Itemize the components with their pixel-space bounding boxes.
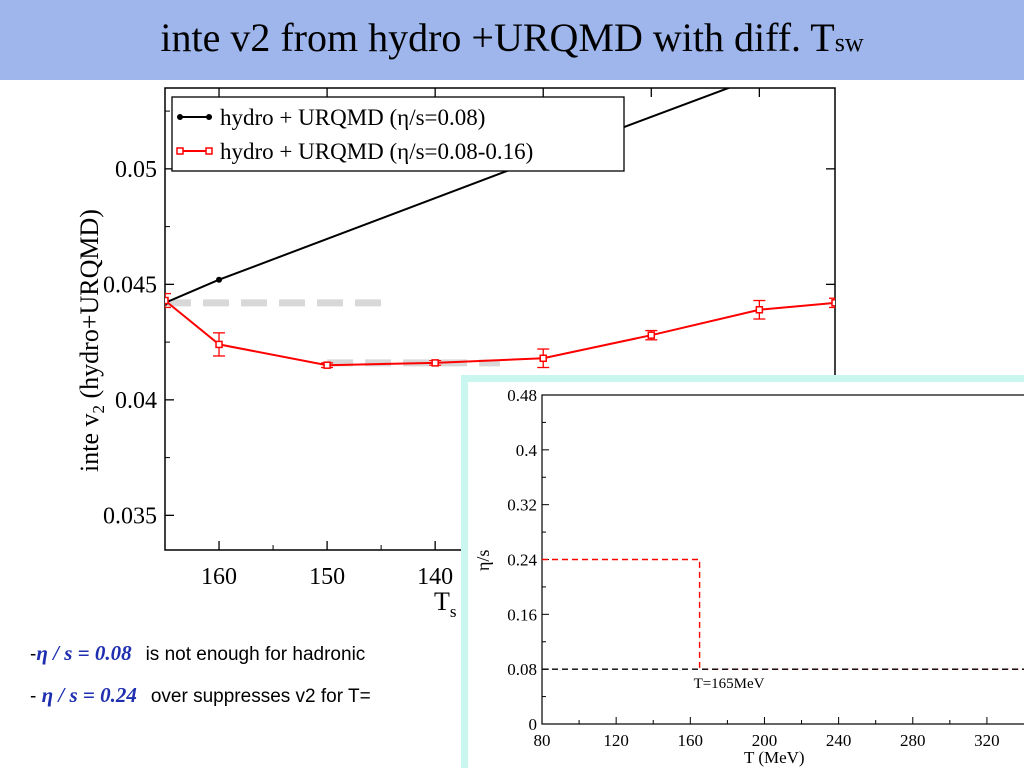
inset-x-tick-label: 160 (678, 731, 704, 750)
bullet-2-text: over suppresses v2 for T= (150, 686, 371, 707)
legend-box (171, 96, 625, 172)
legend-label: hydro + URQMD (η/s=0.08) (220, 105, 485, 130)
bullet-1-equation: η / s = 0.08 (36, 641, 132, 665)
legend-marker (177, 114, 183, 120)
data-point (647, 331, 656, 339)
inset-y-tick-label: 0.4 (516, 441, 538, 460)
data-point (539, 354, 547, 363)
inset-x-tick-label: 240 (826, 731, 852, 750)
inset-y-tick-label: 0.48 (507, 386, 537, 405)
inset-x-tick-label: 320 (974, 731, 1000, 750)
title-bar (0, 0, 1024, 80)
inset-annotation: T=165MeV (694, 676, 765, 692)
data-point (215, 340, 223, 349)
slide-title: inte v2 from hydro +URQMD with diff. Tsw (0, 14, 1024, 61)
bullet-1-text: is not enough for hadronic (145, 644, 366, 665)
data-point (832, 62, 838, 68)
inset-x-tick-label: 280 (900, 731, 926, 750)
inset-chart-frame: 0 0.08 0.16 0.24 0.32 0.4 0.48 80 120 160 200 240 28… (461, 375, 1024, 768)
x-tick-label: 140 (417, 564, 453, 590)
data-point (216, 276, 223, 283)
data-point (431, 359, 439, 367)
bullet-1-dash: - (30, 644, 37, 665)
x-tick-label: 160 (201, 564, 237, 590)
inset-series-line-1 (542, 558, 1024, 670)
bullet-2: - η / s = 0.24 over suppresses v2 for T= (30, 683, 371, 708)
x-tick-label: 150 (309, 564, 345, 590)
y-axis-label: inte v2 (hydro+URQMD) (75, 209, 108, 472)
legend-marker (206, 114, 212, 120)
y-tick-label: 0.045 (103, 272, 157, 298)
data-point (756, 73, 762, 79)
data-point (831, 299, 835, 307)
series-2 (165, 292, 835, 369)
legend-marker (205, 147, 213, 155)
inset-x-tick-label: 80 (534, 731, 551, 750)
inset-x-axis-label: T (MeV) (744, 748, 805, 767)
title-main: inte v2 from hydro +URQMD with diff. T (160, 15, 835, 60)
bullet-2-equation: η / s = 0.24 (41, 683, 137, 707)
data-point (755, 306, 764, 314)
legend-label: hydro + URQMD (η/s=0.08-0.16) (220, 139, 533, 164)
bullet-2-dash: - (30, 686, 42, 707)
y-tick-label: 0.035 (103, 503, 157, 529)
inset-chart: 0 0.08 0.16 0.24 0.32 0.4 0.48 80 120 160 200 240 28… (468, 382, 1024, 768)
y-tick-label: 0.05 (115, 157, 157, 183)
inset-y-tick-label: 0.32 (507, 496, 537, 515)
inset-y-tick-label: 0.16 (507, 605, 537, 624)
x-axis-label: Ts (434, 587, 457, 621)
y-tick-label: 0.04 (115, 388, 157, 414)
inset-y-axis-label: η/s (473, 550, 493, 571)
legend: hydro + URQMD (η/s=0.08) hydro + URQMD (η… (171, 96, 625, 172)
inset-x-tick-label: 120 (603, 731, 629, 750)
series-line-2 (165, 299, 835, 367)
data-point (165, 296, 169, 305)
inset-y-tick-label: 0.08 (507, 660, 537, 679)
data-point (323, 361, 331, 369)
inset-y-tick-label: 0 (529, 715, 538, 734)
inset-x-tick-label: 200 (752, 731, 778, 750)
legend-marker (176, 147, 184, 155)
bullet-1: -η / s = 0.08 is not enough for hadronic (30, 641, 365, 666)
inset-y-tick-label: 0.24 (507, 551, 537, 570)
title-subscript: sw (834, 28, 864, 57)
